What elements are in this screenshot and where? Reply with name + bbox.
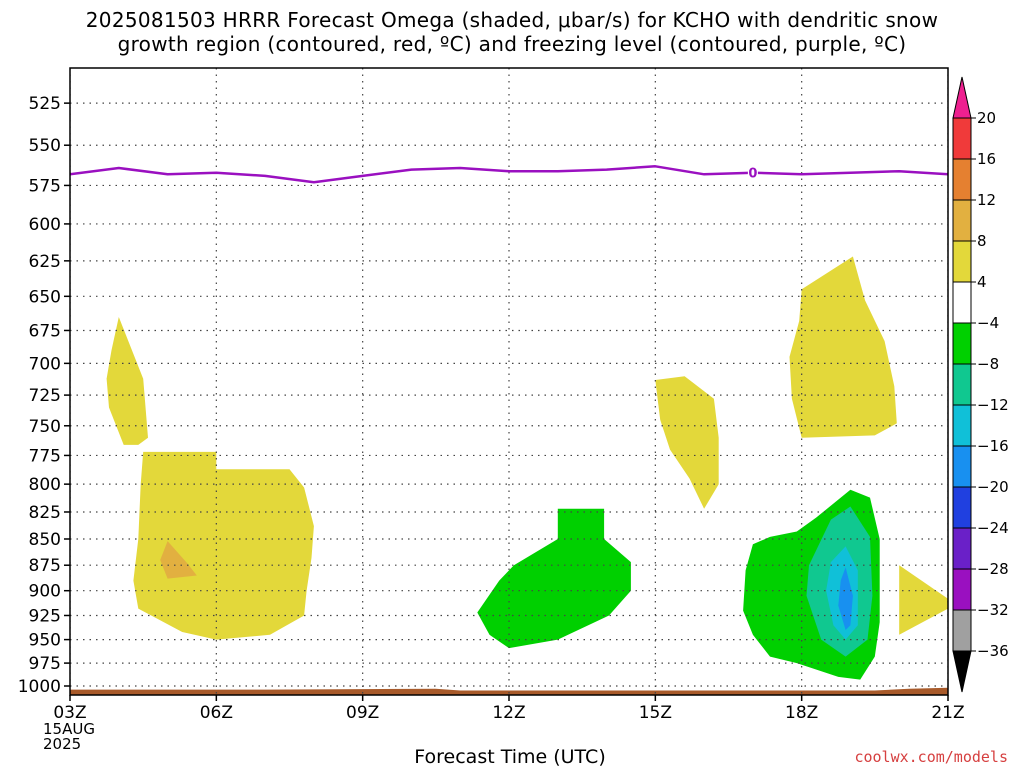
y-tick-label-950: 950 — [29, 631, 61, 651]
y-tick-label-850: 850 — [29, 530, 61, 550]
omega-region-4 — [655, 376, 719, 509]
omega-region-6 — [899, 565, 948, 635]
colorbar-label-1: 16 — [977, 150, 996, 168]
chart-title-line-2: growth region (contoured, red, ºC) and f… — [117, 32, 907, 56]
y-axis: 525 550 575 600 625 650 675 700 725 750 775 800 825 8… — [18, 94, 70, 697]
y-tick-label-625: 625 — [29, 252, 61, 272]
y-tick-label-975: 975 — [29, 654, 61, 674]
colorbar-swatch-1 — [952, 117, 972, 160]
colorbar: 20 16 12 8 4 −4 −8 −12 −16 −20 −24 −28 −32 −36 — [952, 76, 1009, 693]
colorbar-swatch-11 — [952, 527, 972, 570]
x-tick-label-21Z: 21Z — [931, 703, 964, 723]
colorbar-swatch-4 — [952, 240, 972, 283]
colorbar-swatch-5 — [952, 281, 972, 324]
x-axis-label: Forecast Time (UTC) — [414, 746, 606, 768]
x-tick-label-09Z: 09Z — [346, 703, 379, 723]
freezing-level-label-bg — [747, 164, 758, 180]
omega-region-3 — [160, 541, 197, 579]
y-tick-label-925: 925 — [29, 606, 61, 626]
colorbar-swatch-top-arrow — [952, 76, 972, 119]
colorbar-label-3: 8 — [977, 232, 987, 250]
y-tick-label-800: 800 — [29, 475, 61, 495]
colorbar-label-5: −4 — [977, 314, 999, 332]
y-tick-label-700: 700 — [29, 354, 61, 374]
x-axis: 03Z 06Z 09Z 12Z 15Z 18Z 21Z — [53, 695, 965, 723]
y-tick-label-825: 825 — [29, 503, 61, 523]
colorbar-label-9: −20 — [977, 478, 1009, 496]
colorbar-label-4: 4 — [977, 273, 987, 291]
colorbar-swatch-3 — [952, 199, 972, 242]
y-tick-label-600: 600 — [29, 215, 61, 235]
colorbar-swatch-8 — [952, 404, 972, 447]
colorbar-label-6: −8 — [977, 355, 999, 373]
colorbar-swatch-10 — [952, 486, 972, 529]
date-label-day: 15AUG — [43, 720, 95, 738]
omega-region-2 — [133, 451, 314, 640]
y-tick-label-750: 750 — [29, 417, 61, 437]
freezing-level-line — [70, 165, 948, 184]
y-tick-label-525: 525 — [29, 94, 61, 114]
colorbar-label-7: −12 — [977, 396, 1009, 414]
omega-region-11 — [838, 567, 853, 630]
y-tick-label-650: 650 — [29, 287, 61, 307]
y-tick-label-775: 775 — [29, 446, 61, 466]
colorbar-swatch-6 — [952, 322, 972, 365]
y-tick-label-900: 900 — [29, 582, 61, 602]
y-tick-label-725: 725 — [29, 386, 61, 406]
chart-title-line-1: 2025081503 HRRR Forecast Omega (shaded, … — [85, 8, 939, 32]
colorbar-label-8: −16 — [977, 437, 1009, 455]
omega-region-7 — [477, 508, 631, 649]
date-label: 15AUG 2025 — [43, 722, 113, 752]
colorbar-swatch-2 — [952, 158, 972, 201]
y-tick-label-875: 875 — [29, 556, 61, 576]
omega-region-5 — [789, 256, 897, 438]
colorbar-swatch-9 — [952, 445, 972, 488]
colorbar-label-11: −28 — [977, 560, 1009, 578]
freezing-level-label: 0 — [748, 167, 757, 182]
colorbar-swatch-13 — [952, 609, 972, 652]
colorbar-label-0: 20 — [977, 109, 996, 127]
colorbar-label-13: −36 — [977, 642, 1009, 660]
y-tick-label-550: 550 — [29, 136, 61, 156]
colorbar-swatch-bottom-arrow — [952, 650, 972, 693]
x-tick-label-06Z: 06Z — [200, 703, 233, 723]
colorbar-label-2: 12 — [977, 191, 996, 209]
colorbar-label-12: −32 — [977, 601, 1009, 619]
x-tick-label-12Z: 12Z — [492, 703, 525, 723]
omega-region-1 — [106, 317, 148, 445]
plot-area: 0 — [70, 68, 948, 695]
colorbar-label-10: −24 — [977, 519, 1009, 537]
date-label-year: 2025 — [43, 735, 82, 753]
colorbar-swatch-7 — [952, 363, 972, 406]
y-tick-label-575: 575 — [29, 176, 61, 196]
colorbar-swatch-12 — [952, 568, 972, 611]
y-tick-label-675: 675 — [29, 321, 61, 341]
x-tick-label-15Z: 15Z — [639, 703, 672, 723]
x-tick-label-18Z: 18Z — [785, 703, 818, 723]
site-credit: coolwx.com/models — [854, 748, 1008, 766]
x-tick-label-03Z: 03Z — [53, 703, 86, 723]
terrain-surface — [70, 687, 948, 695]
y-tick-label-1000: 1000 — [18, 677, 61, 697]
